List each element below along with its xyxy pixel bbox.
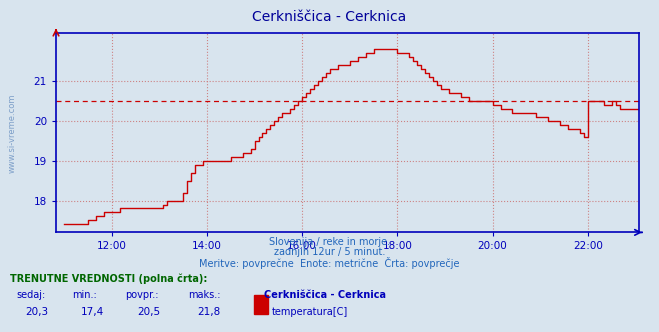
Text: www.si-vreme.com: www.si-vreme.com xyxy=(8,93,17,173)
Text: Meritve: povprečne  Enote: metrične  Črta: povprečje: Meritve: povprečne Enote: metrične Črta:… xyxy=(199,257,460,269)
Text: Cerkniščica - Cerknica: Cerkniščica - Cerknica xyxy=(252,10,407,24)
Text: TRENUTNE VREDNOSTI (polna črta):: TRENUTNE VREDNOSTI (polna črta): xyxy=(10,274,208,285)
Text: temperatura[C]: temperatura[C] xyxy=(272,307,349,317)
Text: Cerkniščica - Cerknica: Cerkniščica - Cerknica xyxy=(264,290,386,300)
Text: zadnjih 12ur / 5 minut.: zadnjih 12ur / 5 minut. xyxy=(273,247,386,257)
Text: sedaj:: sedaj: xyxy=(16,290,45,300)
Text: maks.:: maks.: xyxy=(188,290,220,300)
Text: 20,3: 20,3 xyxy=(25,307,48,317)
Text: min.:: min.: xyxy=(72,290,98,300)
Text: 21,8: 21,8 xyxy=(198,307,221,317)
Text: povpr.:: povpr.: xyxy=(125,290,159,300)
Text: 20,5: 20,5 xyxy=(137,307,160,317)
Text: 17,4: 17,4 xyxy=(80,307,103,317)
Text: Slovenija / reke in morje.: Slovenija / reke in morje. xyxy=(269,237,390,247)
